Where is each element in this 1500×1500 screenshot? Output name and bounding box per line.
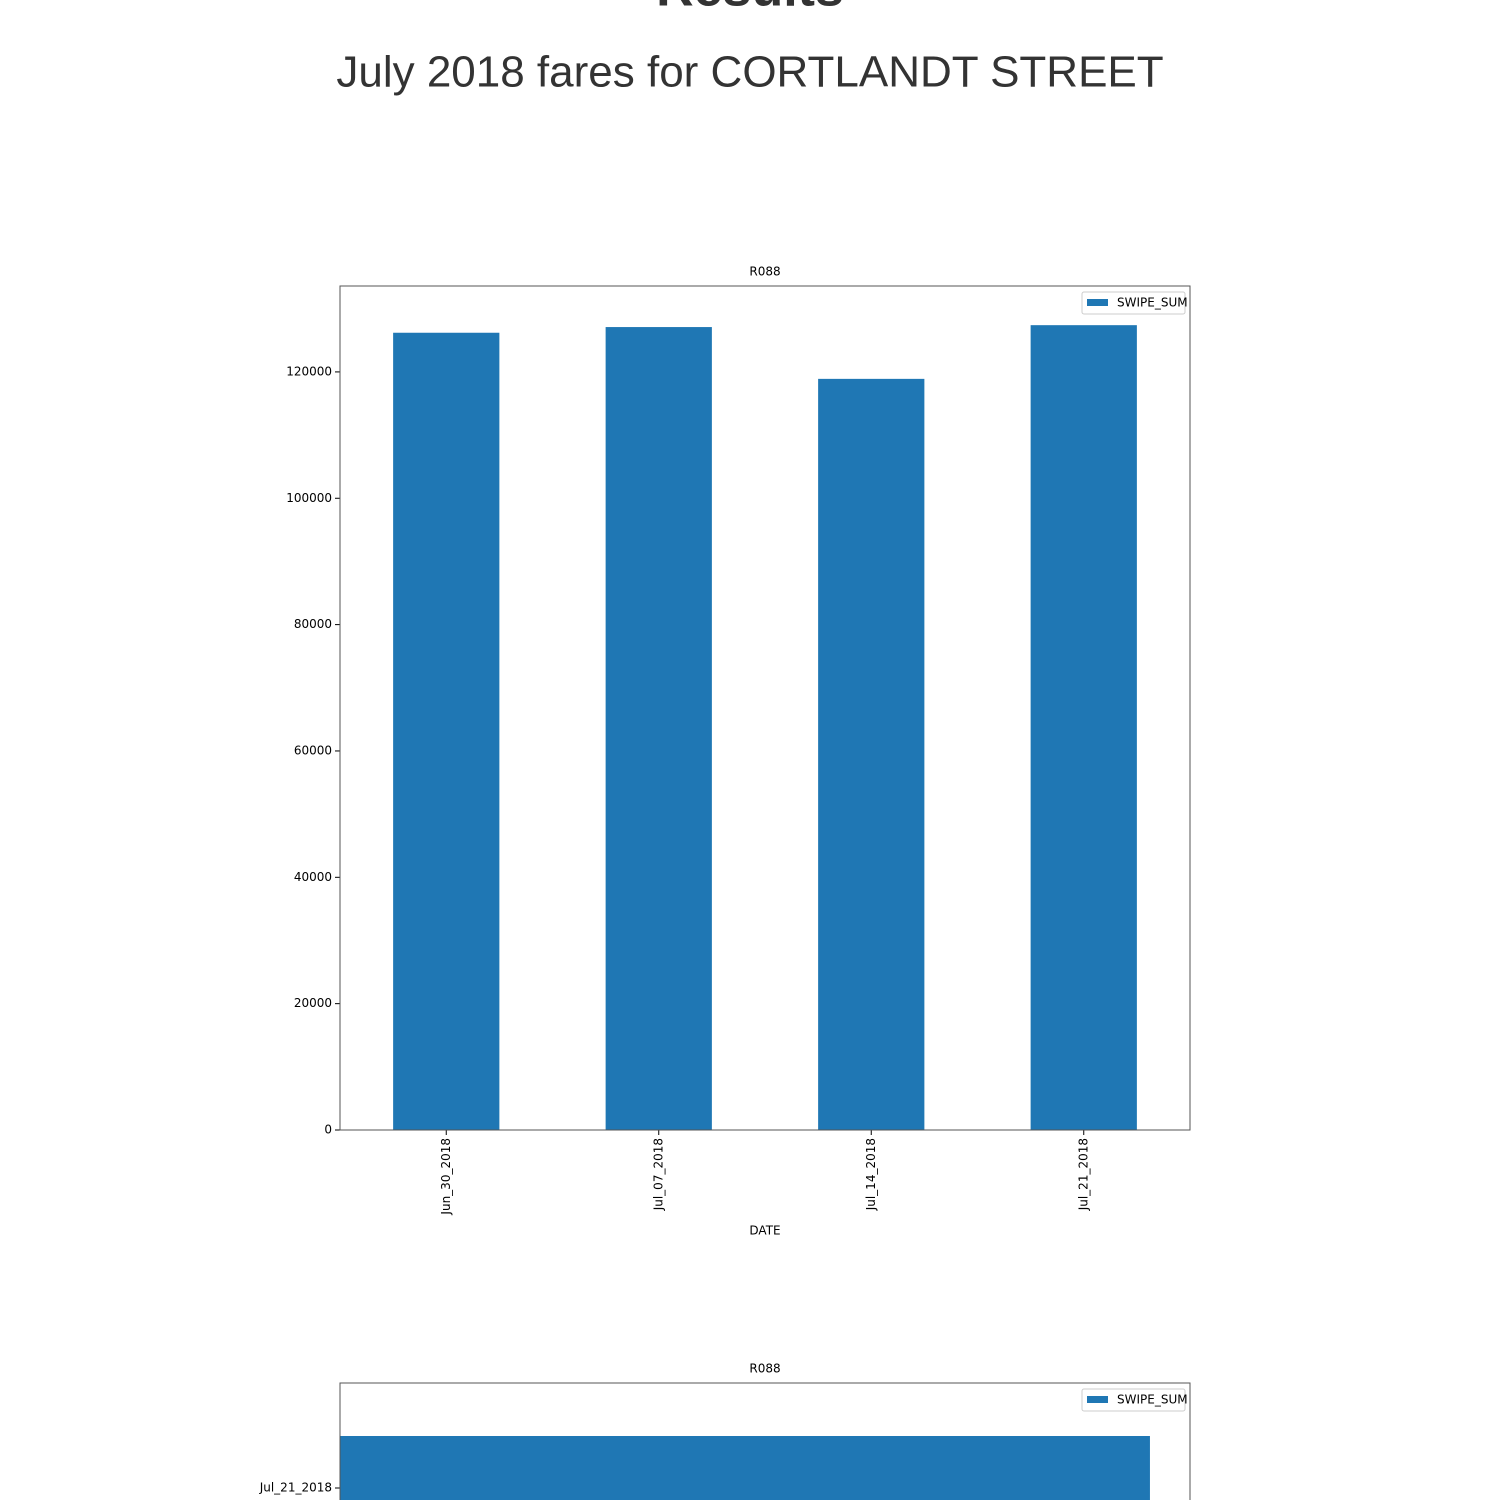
x-tick-label: Jul_07_2018 <box>651 1138 665 1211</box>
x-axis-label: DATE <box>749 1224 780 1238</box>
y-tick-label: 0 <box>324 1123 332 1137</box>
plot-frame <box>339 285 1191 1131</box>
legend-swatch <box>1087 299 1108 306</box>
y-tick-label: 120000 <box>286 364 332 378</box>
legend-label: SWIPE_SUM <box>1117 296 1188 310</box>
legend-swatch <box>1087 1396 1108 1403</box>
legend-label: SWIPE_SUM <box>1117 1393 1188 1407</box>
bar <box>1030 325 1137 1130</box>
legend-box <box>1081 291 1186 315</box>
x-tick-label: Jul_14_2018 <box>864 1138 878 1211</box>
chart-title: R088 <box>749 1362 780 1376</box>
bar <box>605 327 712 1130</box>
bar <box>393 332 500 1130</box>
y-tick-label: 100000 <box>286 491 332 505</box>
legend-box <box>1081 1388 1186 1412</box>
y-tick-label: 80000 <box>294 617 332 631</box>
x-tick-label: Jun_30_2018 <box>439 1138 453 1216</box>
y-tick-label: Jul_21_2018 <box>259 1481 332 1495</box>
plot-frame <box>339 1382 1191 1500</box>
bar <box>818 378 925 1131</box>
y-tick-label: 20000 <box>294 996 332 1010</box>
subtitle: July 2018 fares for CORTLANDT STREET <box>336 48 1163 97</box>
bar <box>340 1436 1150 1500</box>
x-tick-label: Jul_21_2018 <box>1076 1138 1090 1211</box>
y-tick-label: 60000 <box>294 743 332 757</box>
y-tick-label: 40000 <box>294 870 332 884</box>
heading: Results <box>656 0 844 18</box>
chart-title: R088 <box>749 265 780 279</box>
